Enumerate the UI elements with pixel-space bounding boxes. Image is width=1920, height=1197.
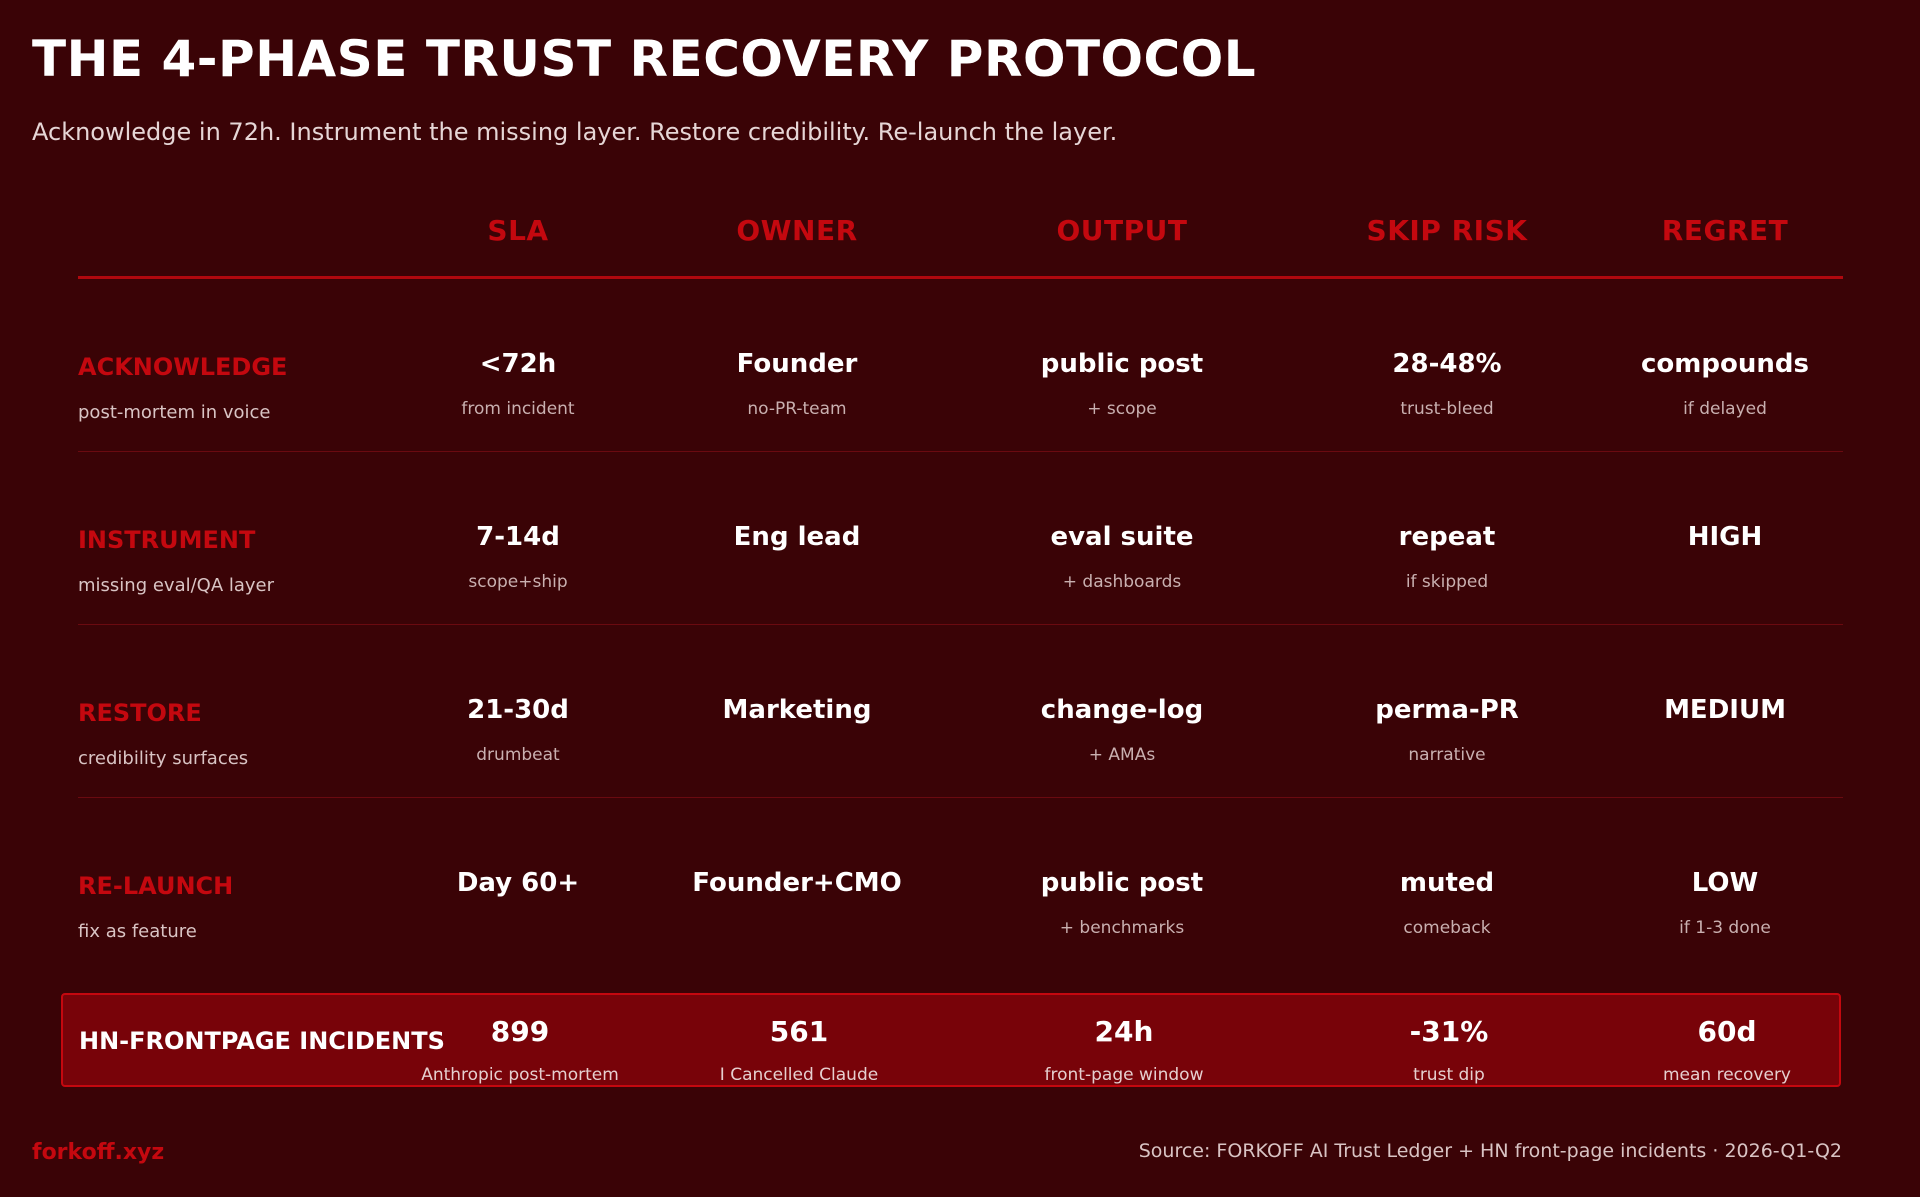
phase-name: RESTORE	[78, 699, 202, 727]
phase-name: INSTRUMENT	[78, 526, 256, 554]
highlight-note: front-page window	[1044, 1065, 1204, 1085]
highlight-note: trust dip	[1413, 1065, 1485, 1085]
cell-value: Eng lead	[733, 522, 861, 552]
cell-note: if 1-3 done	[1679, 918, 1771, 938]
cell-note: from incident	[461, 399, 575, 419]
cell-value: 7-14d	[476, 522, 560, 552]
column-header-owner: OWNER	[736, 214, 858, 247]
cell-value: MEDIUM	[1664, 695, 1786, 725]
highlight-label: HN-FRONTPAGE INCIDENTS	[79, 1027, 445, 1055]
cell-note: trust-bleed	[1400, 399, 1494, 419]
cell-value: change-log	[1040, 695, 1204, 725]
cell-value: Founder+CMO	[692, 868, 902, 898]
cell-note: drumbeat	[476, 745, 560, 765]
column-header-skip-risk: SKIP RISK	[1366, 214, 1528, 247]
cell-note: narrative	[1408, 745, 1486, 765]
cell-value: Founder	[736, 349, 858, 379]
highlight-value: 899	[490, 1015, 550, 1048]
cell-value: public post	[1040, 868, 1204, 898]
cell-note: if skipped	[1405, 572, 1489, 592]
cell-value: perma-PR	[1375, 695, 1519, 725]
column-header-regret: REGRET	[1661, 214, 1789, 247]
brand-link[interactable]: forkoff.xyz	[32, 1140, 165, 1165]
cell-value: eval suite	[1050, 522, 1194, 552]
cell-value: 28-48%	[1392, 349, 1502, 379]
column-header-output: OUTPUT	[1056, 214, 1188, 247]
cell-value: muted	[1399, 868, 1495, 898]
cell-value: compounds	[1641, 349, 1809, 379]
table-row-restore: RESTORE credibility surfaces 21-30d drum…	[78, 625, 1843, 798]
cell-note: comeback	[1403, 918, 1491, 938]
cell-note: scope+ship	[468, 572, 568, 592]
highlight-value: 60d	[1697, 1015, 1757, 1048]
cell-note: no-PR-team	[747, 399, 847, 419]
cell-value: Day 60+	[456, 868, 580, 898]
page-title: THE 4-PHASE TRUST RECOVERY PROTOCOL	[32, 30, 1257, 88]
table-row-instrument: INSTRUMENT missing eval/QA layer 7-14d s…	[78, 452, 1843, 625]
cell-value: Marketing	[722, 695, 872, 725]
cell-value: <72h	[479, 349, 557, 379]
cell-value: public post	[1040, 349, 1204, 379]
cell-value: 21-30d	[467, 695, 569, 725]
cell-note: + scope	[1087, 399, 1157, 419]
cell-note: + dashboards	[1062, 572, 1182, 592]
page-subtitle: Acknowledge in 72h. Instrument the missi…	[32, 118, 1118, 146]
phase-description: missing eval/QA layer	[78, 575, 275, 596]
table-row-relaunch: RE-LAUNCH fix as feature Day 60+ Founder…	[78, 798, 1843, 970]
table-header: SLA OWNER OUTPUT SKIP RISK REGRET	[78, 200, 1843, 279]
phase-description: fix as feature	[78, 921, 197, 942]
cell-value: HIGH	[1687, 522, 1763, 552]
cell-note: + benchmarks	[1059, 918, 1185, 938]
highlight-value: 24h	[1094, 1015, 1154, 1048]
cell-note: + AMAs	[1088, 745, 1156, 765]
phase-description: credibility surfaces	[78, 748, 249, 769]
cell-value: LOW	[1691, 868, 1759, 898]
phase-name: ACKNOWLEDGE	[78, 353, 288, 381]
highlight-note: mean recovery	[1662, 1065, 1791, 1085]
protocol-table: SLA OWNER OUTPUT SKIP RISK REGRET ACKNOW…	[78, 200, 1843, 970]
hn-incidents-highlight-row: HN-FRONTPAGE INCIDENTS 899 Anthropic pos…	[61, 993, 1841, 1087]
source-note: Source: FORKOFF AI Trust Ledger + HN fro…	[1138, 1140, 1842, 1162]
table-row-acknowledge: ACKNOWLEDGE post-mortem in voice <72h fr…	[78, 279, 1843, 452]
highlight-note: I Cancelled Claude	[719, 1065, 879, 1085]
cell-note: if delayed	[1683, 399, 1767, 419]
column-header-sla: SLA	[487, 214, 549, 247]
phase-description: post-mortem in voice	[78, 402, 271, 423]
cell-value: repeat	[1398, 522, 1496, 552]
highlight-value: 561	[769, 1015, 829, 1048]
highlight-value: -31%	[1409, 1015, 1489, 1048]
phase-name: RE-LAUNCH	[78, 872, 234, 900]
highlight-note: Anthropic post-mortem	[421, 1065, 619, 1085]
